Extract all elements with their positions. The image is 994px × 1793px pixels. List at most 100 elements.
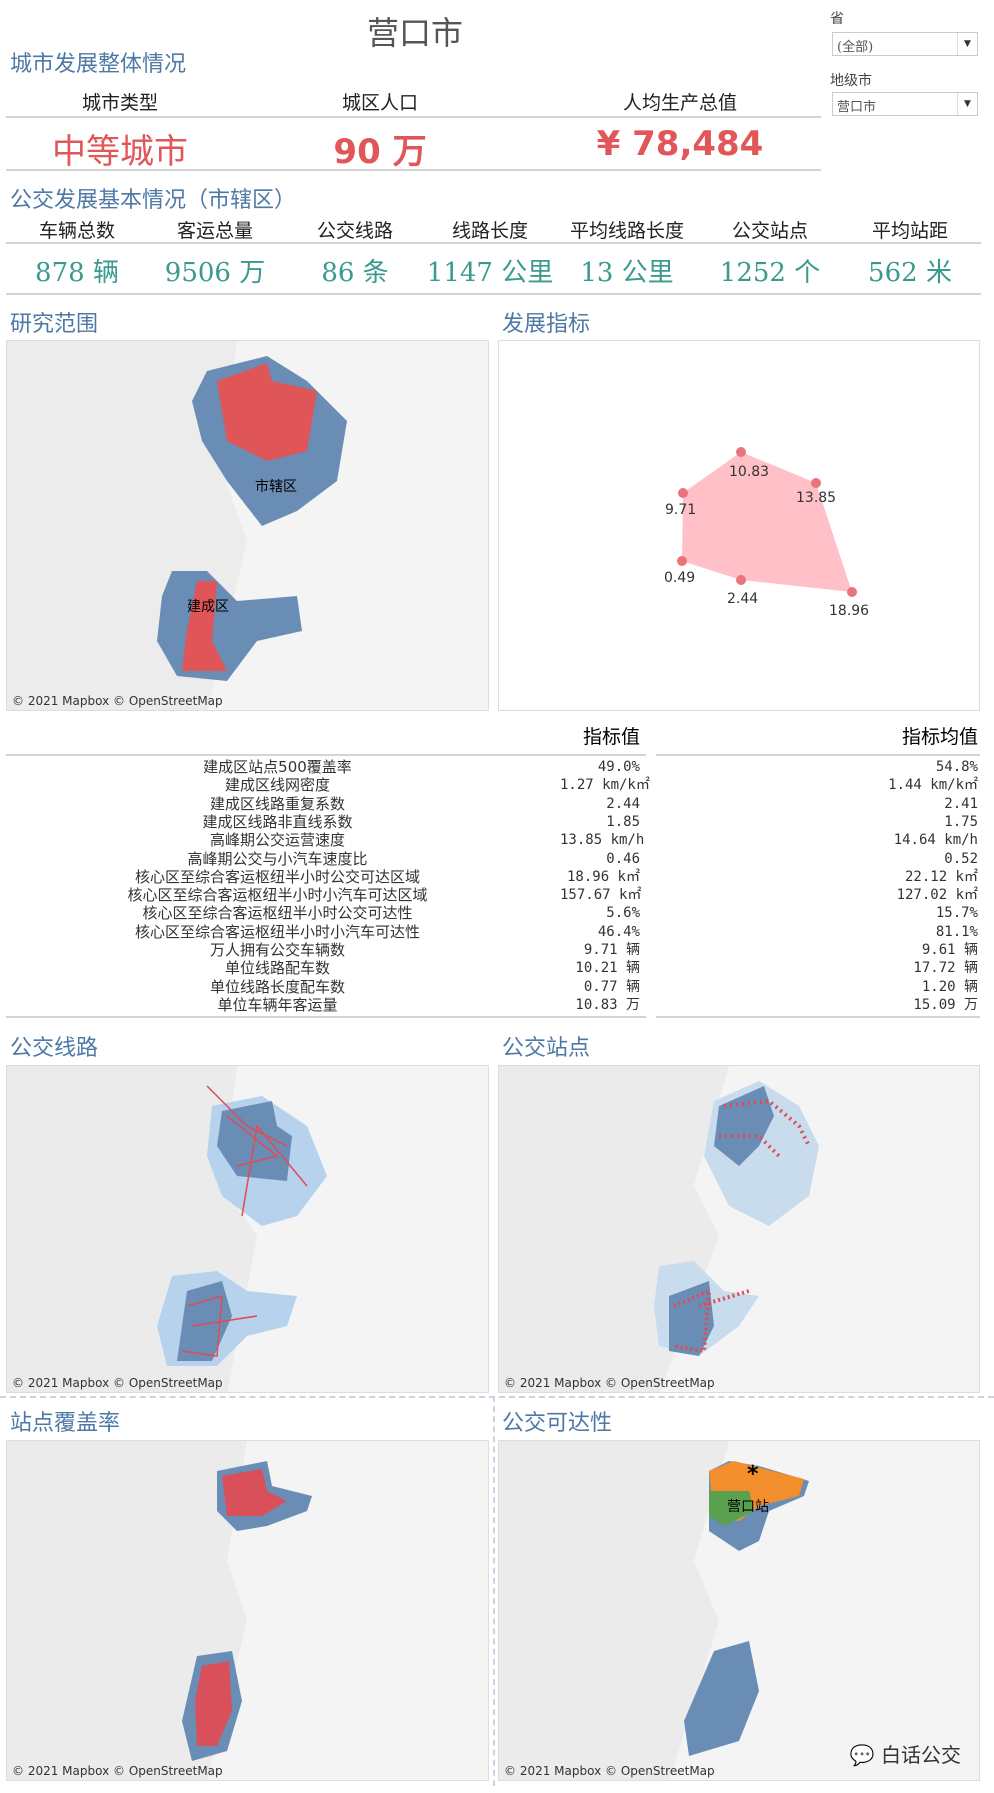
map-credit: © 2021 Mapbox © OpenStreetMap — [504, 1376, 715, 1390]
page-title: 营口市 — [366, 14, 463, 52]
chevron-down-icon: ▼ — [957, 93, 977, 115]
overall-section-title: 城市发展整体情况 — [10, 52, 187, 77]
panel-title-indicators: 发展指标 — [502, 312, 591, 337]
indicator-avg: 1.75 — [944, 813, 978, 830]
map-credit: © 2021 Mapbox © OpenStreetMap — [12, 694, 223, 708]
map-credit: © 2021 Mapbox © OpenStreetMap — [12, 1376, 223, 1390]
panel-title-study-area: 研究范围 — [10, 312, 99, 337]
transit-value: 1252 个 — [719, 258, 821, 288]
indicator-value: 0.46 — [606, 850, 640, 867]
indicator-name: 建成区线路重复系数 — [209, 794, 345, 813]
indicator-value: 18.96 k㎡ — [566, 868, 640, 885]
transit-value: 9506 万 — [164, 258, 266, 288]
indicator-value: 49.0% — [597, 759, 640, 775]
col-header-avg: 指标均值 — [901, 726, 978, 748]
indicator-avg: 15.7% — [935, 905, 978, 922]
transit-value: 13 公里 — [580, 258, 674, 288]
gdp-per-capita-value: ¥ 78,484 — [596, 124, 764, 164]
indicator-avg: 2.41 — [944, 795, 978, 812]
transit-header: 车辆总数 — [38, 220, 115, 242]
map-credit: © 2021 Mapbox © OpenStreetMap — [12, 1764, 223, 1778]
indicator-avg: 81.1% — [935, 923, 978, 940]
overall-header: 城市类型 — [81, 92, 158, 114]
map-canvas: * — [669, 1441, 979, 1780]
indicator-avg: 17.72 辆 — [913, 960, 978, 977]
indicator-avg: 15.09 万 — [913, 996, 978, 1013]
radar-point-label: 10.83 — [729, 464, 769, 480]
map-credit: © 2021 Mapbox © OpenStreetMap — [504, 1764, 715, 1778]
city-filter-label: 地级市 — [830, 73, 872, 89]
indicator-value: 10.83 万 — [575, 996, 640, 1013]
indicator-avg: 1.44 km/k㎡ — [888, 777, 978, 794]
radar-point — [677, 556, 687, 566]
indicator-name: 高峰期公交与小汽车速度比 — [187, 849, 368, 868]
indicator-name: 核心区至综合客运枢纽半小时公交可达区域 — [134, 867, 420, 886]
divider — [6, 116, 821, 118]
city-value: 营口市 — [837, 100, 877, 115]
indicator-value: 1.85 — [606, 813, 640, 830]
indicator-avg: 54.8% — [935, 759, 978, 775]
map-canvas — [182, 1441, 488, 1780]
indicator-value: 2.44 — [606, 795, 640, 812]
indicator-avg: 1.20 辆 — [921, 978, 978, 995]
station-label: 营口站 — [727, 1499, 769, 1515]
indicator-name: 高峰期公交运营速度 — [209, 831, 345, 850]
transit-header: 平均线路长度 — [569, 220, 684, 242]
radar-svg: 10.83 13.85 18.96 2.44 0.49 9.71 — [664, 447, 869, 619]
map-canvas — [654, 1066, 979, 1392]
divider — [6, 293, 981, 295]
radar-point — [811, 478, 821, 488]
divider — [0, 1396, 994, 1398]
province-select[interactable]: (全部) ▼ — [832, 32, 978, 56]
divider — [493, 1396, 495, 1786]
chevron-down-icon: ▼ — [957, 33, 977, 55]
study-area-map[interactable]: 市辖区 建成区 © 2021 Mapbox © OpenStreetMap — [6, 340, 489, 711]
panel-title-bus-stops: 公交站点 — [502, 1036, 591, 1061]
indicator-name: 建成区线路非直线系数 — [202, 812, 353, 831]
indicator-name: 建成区线网密度 — [224, 776, 330, 795]
radar-point-label: 9.71 — [665, 502, 696, 518]
indicator-avg: 0.52 — [944, 850, 978, 867]
indicator-value: 46.4% — [597, 923, 640, 940]
transit-section-title: 公交发展基本情况（市辖区） — [10, 188, 297, 213]
transit-value: 562 米 — [868, 258, 952, 288]
indicator-value: 0.77 辆 — [583, 978, 640, 995]
radar-point-label: 2.44 — [727, 591, 758, 607]
map-canvas — [7, 341, 488, 710]
indicator-avg: 9.61 辆 — [921, 942, 978, 958]
indicator-name: 单位线路长度配车数 — [209, 977, 345, 996]
radar-point-label: 18.96 — [829, 603, 869, 619]
indicator-name: 单位车辆年客运量 — [217, 995, 338, 1014]
transit-value: 878 辆 — [35, 258, 119, 288]
wechat-icon: 💬 — [849, 1743, 881, 1767]
panel-title-accessibility: 公交可达性 — [502, 1411, 613, 1436]
indicator-value: 1.27 km/k㎡ — [560, 777, 650, 794]
accessibility-map[interactable]: * 营口站 © 2021 Mapbox © OpenStreetMap 💬 白话… — [498, 1440, 980, 1781]
divider — [6, 169, 821, 171]
radar-point-label: 13.85 — [796, 490, 836, 506]
indicator-value: 157.67 k㎡ — [560, 887, 642, 904]
indicator-avg: 14.64 km/h — [893, 832, 978, 849]
indicator-value: 10.21 辆 — [575, 960, 640, 977]
panel-title-coverage: 站点覆盖率 — [10, 1411, 121, 1436]
province-value: (全部) — [837, 40, 874, 55]
district-label: 建成区 — [187, 599, 229, 615]
indicators-radar-chart: 10.83 13.85 18.96 2.44 0.49 9.71 — [498, 340, 980, 711]
province-filter-label: 省 — [830, 11, 844, 27]
indicator-name: 核心区至综合客运枢纽半小时公交可达性 — [142, 904, 413, 923]
population-value: 90 万 — [333, 132, 427, 172]
indicator-table: 指标值 指标均值 建成区站点500覆盖率 49.0% 54.8% 建成区线网密度 1.2… — [0, 718, 994, 1022]
radar-point-label: 0.49 — [664, 570, 695, 586]
overall-header: 城区人口 — [341, 92, 418, 114]
city-type-value: 中等城市 — [52, 132, 188, 172]
coverage-map[interactable]: © 2021 Mapbox © OpenStreetMap — [6, 1440, 489, 1781]
bus-stops-map[interactable]: © 2021 Mapbox © OpenStreetMap — [498, 1065, 980, 1393]
city-select[interactable]: 营口市 ▼ — [832, 92, 978, 116]
radar-point — [678, 488, 688, 498]
transit-value: 86 条 — [321, 258, 389, 288]
transit-header: 公交线路 — [316, 220, 393, 242]
bus-lines-map[interactable]: © 2021 Mapbox © OpenStreetMap — [6, 1065, 489, 1393]
indicator-avg: 127.02 k㎡ — [896, 887, 978, 904]
indicator-value: 13.85 km/h — [560, 832, 645, 849]
radar-area — [682, 452, 852, 592]
